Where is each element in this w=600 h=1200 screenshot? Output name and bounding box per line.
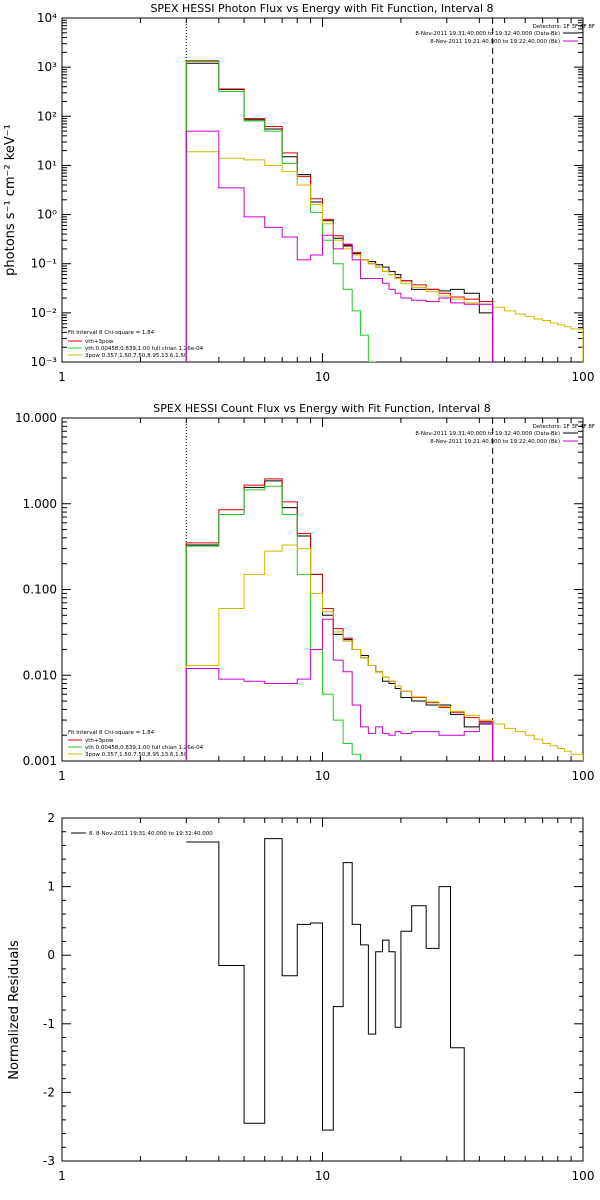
residuals-legend-label: 8. 8-Nov-2011 19:31:40.000 to 19:32:40.0…	[89, 831, 213, 837]
residuals-y-tick-label: -2	[43, 1085, 55, 1099]
count-flux-panel: SPEX HESSI Count Flux vs Energy with Fit…	[15, 402, 595, 783]
photon-flux-y-tick-label: 10³	[37, 60, 57, 74]
count-flux-y-ticks: 0.001 0.010 0.100 1.000 10.000	[15, 411, 583, 768]
count-flux-y-tick-label: 0.100	[23, 583, 57, 597]
photon-flux-fit-legend-title: Fit Interval 8 Chi-square = 1.84	[68, 330, 155, 336]
count-flux-series-bk	[185, 618, 494, 761]
photon-flux-y-ticks: 10⁻³ 10⁻² 10⁻¹ 10⁰ 10¹ 10² 10³ 10⁴	[31, 11, 583, 369]
photon-flux-x-tick-label: 1	[58, 370, 66, 384]
photon-flux-fit-legend-label: 3pow 0.357,1.50,7.50,8.95,13.6,1.50	[85, 353, 188, 359]
count-flux-detectors-label: Detectors: 1F 3F 4F 8F	[533, 424, 595, 430]
residuals-y-tick-label: 2	[47, 811, 55, 825]
count-flux-series-3pow	[185, 544, 583, 761]
photon-flux-y-tick-label: 10¹	[37, 158, 57, 172]
count-flux-y-tick-label: 1.000	[23, 497, 57, 511]
count-flux-fit-legend-title: Fit Interval 8 Chi-square = 1.84	[68, 730, 155, 736]
residuals-x-tick-label: 10	[315, 1169, 330, 1183]
count-flux-data-legend-label: 8-Nov-2011 19:31:40.000 to 19:32:40.000 …	[415, 431, 560, 437]
count-flux-fit-legend-label: 3pow 0.357,1.50,7.50,8.95,13.6,1.50	[85, 752, 188, 758]
count-flux-data-legend: 8-Nov-2011 19:31:40.000 to 19:32:40.000 …	[415, 431, 578, 445]
count-flux-series-vth	[185, 485, 362, 761]
photon-flux-y-tick-label: 10²	[37, 109, 57, 123]
photon-flux-y-tick-label: 10⁻³	[31, 355, 58, 369]
residuals-x-tick-label: 1	[58, 1169, 66, 1183]
photon-flux-data-legend-label: 8-Nov-2011 19:31:40.000 to 19:32:40.000 …	[415, 31, 560, 37]
count-flux-fit-legend: Fit Interval 8 Chi-square = 1.84 vth+3po…	[68, 730, 204, 758]
photon-flux-y-tick-label: 10⁻¹	[31, 257, 58, 271]
residuals-y-tick-label: -3	[43, 1154, 55, 1168]
photon-flux-fit-legend: Fit Interval 8 Chi-square = 1.84 vth+3po…	[68, 330, 204, 359]
residuals-y-tick-label: -1	[43, 1017, 55, 1031]
photon-flux-fit-legend-label: vth+3pow	[85, 339, 114, 345]
count-flux-title: SPEX HESSI Count Flux vs Energy with Fit…	[153, 402, 490, 415]
photon-flux-fit-legend-label: vth 0.00458,0.839,1.00 full chian 1.26e-…	[85, 346, 204, 352]
photon-flux-x-tick-label: 10	[315, 370, 330, 384]
photon-flux-data-legend-label: 8-Nov-2011 19:21:40.000 to 19:22:40.000 …	[430, 39, 560, 45]
count-flux-fit-legend-label: vth 0.00458,0.839,1.00 full chian 1.26e-…	[85, 745, 204, 751]
count-flux-x-tick-label: 100	[572, 769, 595, 783]
count-flux-x-tick-label: 10	[315, 769, 330, 783]
count-flux-x-tick-label: 1	[58, 769, 66, 783]
photon-flux-series-vth	[185, 61, 377, 362]
photon-flux-data-legend: 8-Nov-2011 19:31:40.000 to 19:32:40.000 …	[415, 31, 578, 45]
residuals-x-ticks: 1 10 100	[58, 818, 594, 1183]
residuals-x-tick-label: 100	[572, 1169, 595, 1183]
residuals-y-tick-label: 0	[47, 948, 55, 962]
count-flux-data-legend-label: 8-Nov-2011 19:21:40.000 to 19:22:40.000 …	[430, 439, 560, 445]
photon-flux-y-tick-label: 10⁻²	[31, 306, 58, 320]
count-flux-y-tick-label: 0.001	[23, 754, 57, 768]
photon-flux-y-tick-label: 10⁴	[37, 11, 57, 25]
photon-flux-x-tick-label: 100	[572, 370, 595, 384]
count-flux-y-tick-label: 10.000	[15, 411, 57, 425]
photon-flux-y-label: photons s⁻¹ cm⁻² keV⁻¹	[3, 124, 18, 276]
count-flux-series-group	[185, 478, 583, 761]
residuals-series-residual	[186, 838, 465, 1161]
count-flux-y-tick-label: 0.010	[23, 668, 57, 682]
photon-flux-y-tick-label: 10⁰	[37, 208, 57, 222]
photon-flux-series-group	[185, 60, 583, 362]
photon-flux-title: SPEX HESSI Photon Flux vs Energy with Fi…	[150, 2, 493, 15]
count-flux-fit-legend-label: vth+3pow	[85, 738, 114, 744]
photon-flux-panel: SPEX HESSI Photon Flux vs Energy with Fi…	[3, 2, 595, 384]
residuals-legend: 8. 8-Nov-2011 19:31:40.000 to 19:32:40.0…	[71, 831, 213, 837]
residuals-y-ticks: -3 -2 -1 0 1 2	[43, 811, 583, 1168]
photon-flux-series-3pow	[185, 151, 583, 362]
residuals-y-tick-label: 1	[47, 880, 55, 894]
residuals-panel: Normalized Residuals 8. 8-Nov-2011 19:31…	[7, 811, 594, 1183]
photon-flux-series-bk	[185, 130, 494, 362]
photon-flux-detectors-label: Detectors: 1F 3F 4F 8F	[533, 24, 595, 30]
residuals-series-group	[186, 838, 465, 1161]
residuals-y-label: Normalized Residuals	[7, 940, 22, 1080]
